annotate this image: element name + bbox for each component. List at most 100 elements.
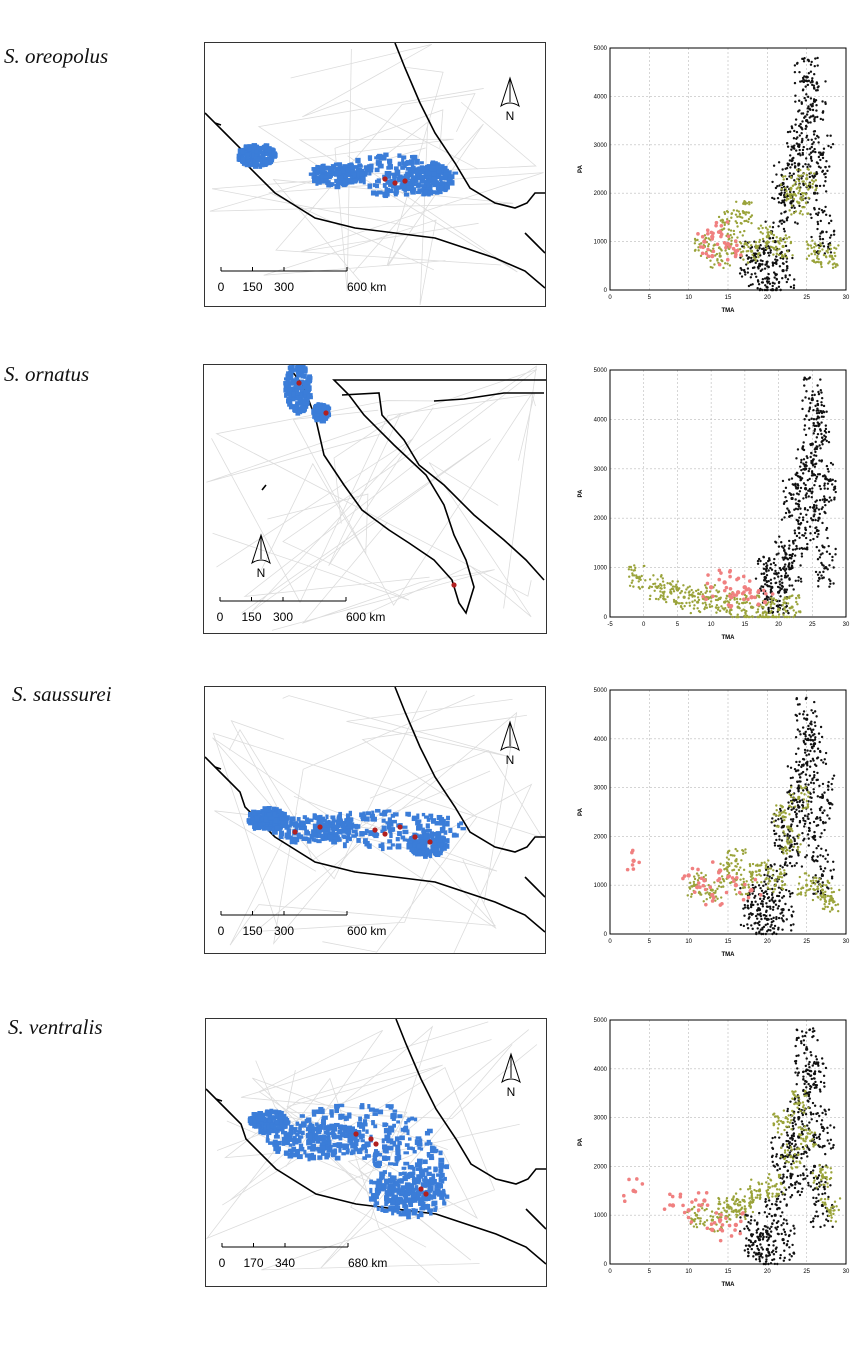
data-point — [782, 895, 786, 898]
data-point — [776, 590, 781, 594]
data-point — [765, 570, 768, 573]
data-point — [824, 905, 827, 909]
data-point — [826, 134, 829, 137]
data-point — [792, 559, 796, 563]
data-point — [754, 261, 757, 265]
data-point — [782, 852, 785, 855]
data-point — [804, 526, 807, 529]
data-point — [805, 113, 809, 116]
scale-bar: 0 150 300 600 km — [218, 267, 386, 294]
data-point — [794, 180, 797, 184]
data-point — [819, 409, 823, 413]
y-axis-label: PA — [578, 807, 584, 816]
data-point — [748, 260, 752, 264]
data-point — [781, 603, 784, 607]
data-point — [686, 1208, 691, 1213]
data-point — [800, 468, 803, 472]
data-point — [786, 278, 790, 281]
data-point — [813, 393, 816, 397]
data-point — [690, 1208, 694, 1211]
data-point — [743, 219, 746, 223]
data-point — [818, 444, 821, 447]
data-point — [813, 1029, 816, 1033]
data-point — [811, 757, 815, 761]
data-point — [746, 927, 750, 930]
data-point — [652, 582, 655, 586]
data-point — [637, 577, 641, 580]
data-point — [723, 212, 727, 216]
scale-bar-tick-label: 150 — [241, 610, 261, 624]
data-point — [689, 1220, 694, 1224]
data-point — [801, 726, 805, 729]
data-point — [768, 282, 772, 286]
data-point — [716, 608, 720, 611]
data-point — [783, 834, 786, 837]
north-arrow-icon: N — [251, 533, 271, 580]
data-point — [809, 489, 812, 493]
data-point — [783, 591, 787, 594]
data-point — [799, 486, 803, 490]
data-point — [812, 505, 816, 509]
data-point — [819, 1090, 822, 1093]
data-point — [754, 241, 758, 244]
data-point — [802, 172, 806, 175]
data-point — [735, 209, 739, 212]
data-point — [633, 564, 636, 567]
data-point — [809, 1185, 813, 1188]
data-point — [762, 567, 766, 571]
data-point — [822, 404, 826, 408]
data-point — [807, 188, 810, 191]
data-point — [797, 833, 800, 837]
data-point — [739, 1219, 743, 1224]
data-point — [807, 724, 810, 728]
data-point — [787, 547, 791, 550]
data-point — [823, 510, 826, 514]
data-point — [764, 932, 768, 936]
data-point — [819, 725, 823, 729]
data-point — [780, 574, 783, 578]
data-point — [757, 1251, 760, 1255]
x-tick-label: -5 — [607, 622, 613, 628]
data-point — [814, 57, 817, 60]
data-point — [769, 588, 773, 591]
data-point — [757, 1236, 760, 1240]
data-point — [715, 252, 719, 256]
data-point — [771, 262, 775, 265]
data-point — [786, 1149, 790, 1152]
data-point — [820, 891, 823, 895]
data-point — [791, 548, 795, 551]
data-point — [701, 883, 706, 888]
data-point — [820, 847, 823, 850]
data-point — [770, 609, 773, 613]
data-point — [738, 247, 742, 251]
data-point — [814, 1175, 818, 1178]
data-point — [723, 262, 727, 265]
data-point — [778, 872, 782, 876]
data-point — [729, 1234, 734, 1238]
data-point — [713, 243, 716, 246]
data-point — [754, 894, 757, 898]
data-point — [797, 892, 801, 895]
data-point — [829, 243, 832, 247]
data-point — [817, 896, 820, 899]
data-point — [799, 776, 802, 779]
data-point — [798, 531, 801, 535]
data-point — [711, 594, 715, 599]
data-point — [761, 611, 765, 614]
data-point — [792, 1112, 796, 1115]
data-point — [718, 254, 722, 258]
data-point — [778, 535, 781, 538]
data-point — [783, 549, 786, 553]
data-point — [824, 900, 828, 904]
data-point — [747, 245, 750, 249]
data-point — [788, 1246, 791, 1249]
data-point — [815, 506, 818, 510]
data-point — [775, 573, 778, 576]
data-point — [812, 1181, 815, 1184]
data-point — [818, 807, 822, 810]
data-point — [760, 917, 763, 921]
data-point — [838, 1197, 842, 1200]
data-point — [816, 384, 819, 387]
data-point — [821, 475, 825, 478]
data-point — [790, 514, 794, 517]
